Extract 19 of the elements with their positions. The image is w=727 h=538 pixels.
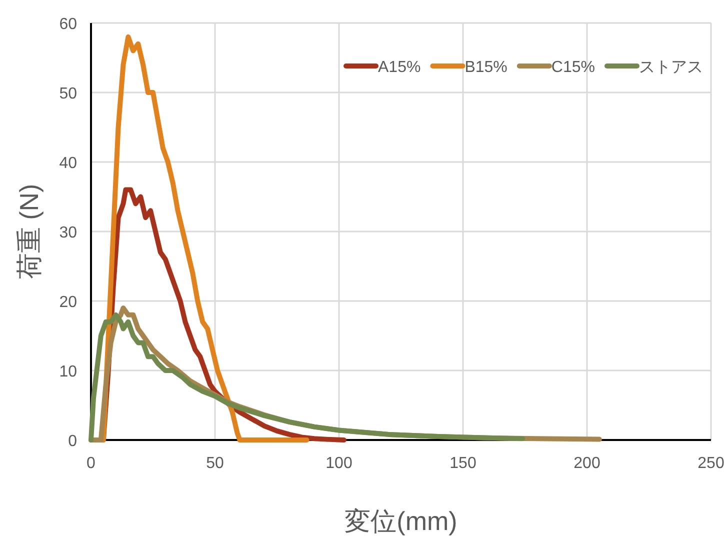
y-tick-label: 40 <box>59 155 78 172</box>
y-tick-label: 60 <box>59 16 78 33</box>
legend-label: C15% <box>551 59 595 76</box>
y-tick-label: 0 <box>68 433 78 450</box>
y-tick-label: 20 <box>59 294 78 311</box>
x-tick-label: 0 <box>86 455 96 472</box>
x-tick-label: 100 <box>326 455 352 472</box>
legend-label: B15% <box>464 59 508 76</box>
y-tick-label: 30 <box>59 224 78 242</box>
y-axis-title: 荷重 (N) <box>14 184 44 280</box>
x-axis-title: 変位(mm) <box>344 506 458 536</box>
y-tick-label: 50 <box>59 86 78 102</box>
y-tick-label: 10 <box>59 364 78 380</box>
legend-label: A15% <box>378 59 421 76</box>
x-tick-label: 200 <box>574 455 600 472</box>
legend-label: ストアス <box>638 59 703 76</box>
x-tick-label: 250 <box>698 455 724 472</box>
x-tick-label: 150 <box>450 455 476 472</box>
x-tick-label: 50 <box>206 455 224 472</box>
